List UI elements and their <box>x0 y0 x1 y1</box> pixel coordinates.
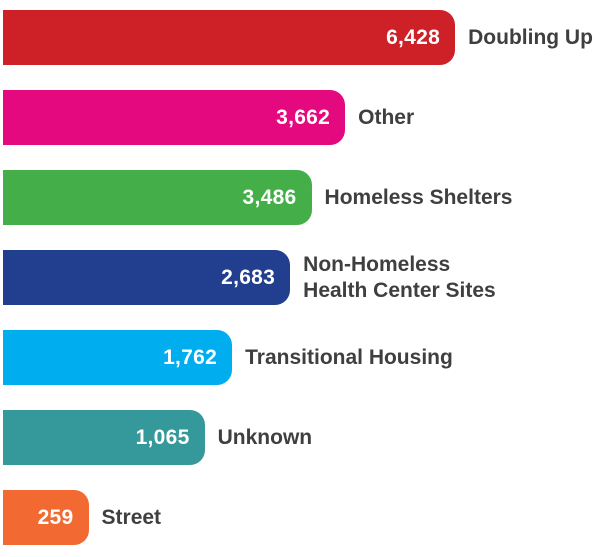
bar-value: 3,662 <box>276 105 331 129</box>
bar-homeless-shelters: 3,486 <box>3 170 312 225</box>
bar-label: Unknown <box>217 425 313 449</box>
bar-label: Other <box>358 105 415 129</box>
bar-transitional-housing: 1,762 <box>3 330 233 385</box>
bar-unknown: 1,065 <box>3 410 205 465</box>
bar-label: Homeless Shelters <box>324 185 513 209</box>
bar-row: 3,662 Other <box>3 90 614 145</box>
bar-value: 1,065 <box>135 425 190 449</box>
bar-doubling-up: 6,428 <box>3 10 456 65</box>
bar-row: 1,065 Unknown <box>3 410 614 465</box>
bar-value: 6,428 <box>386 25 441 49</box>
bar-label: Non-Homeless Health Center Sites <box>303 253 496 302</box>
bar-row: 259 Street <box>3 490 614 545</box>
bar-label: Transitional Housing <box>245 345 453 369</box>
bar-value: 1,762 <box>163 345 218 369</box>
bar-label: Street <box>101 505 162 529</box>
bar-non-homeless-health-center-sites: 2,683 <box>3 250 291 305</box>
bar-value: 2,683 <box>221 265 276 289</box>
bar-row: 3,486 Homeless Shelters <box>3 170 614 225</box>
bar-value: 3,486 <box>242 185 297 209</box>
bar-row: 6,428 Doubling Up <box>3 10 614 65</box>
bar-label: Doubling Up <box>468 25 593 49</box>
bar-street: 259 <box>3 490 89 545</box>
bar-other: 3,662 <box>3 90 346 145</box>
bar-value: 259 <box>37 505 74 529</box>
bar-row: 2,683 Non-Homeless Health Center Sites <box>3 250 614 305</box>
bar-row: 1,762 Transitional Housing <box>3 330 614 385</box>
